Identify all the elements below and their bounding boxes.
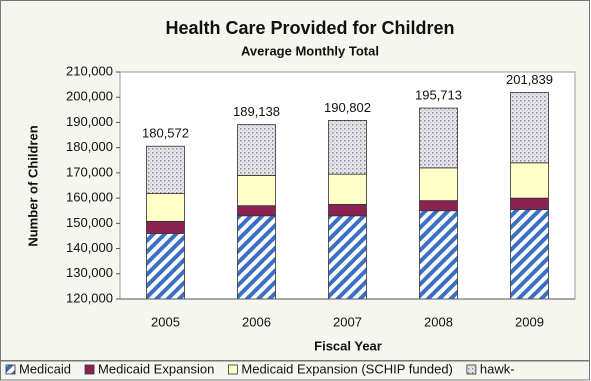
legend-swatch xyxy=(5,364,16,375)
chart-title: Health Care Provided for Children xyxy=(165,18,454,38)
x-tick-label: 2007 xyxy=(333,314,362,329)
x-tick-label: 2008 xyxy=(424,314,453,329)
bar-segment xyxy=(237,205,276,217)
bar-segment xyxy=(237,124,276,176)
bar-segment xyxy=(419,210,458,300)
bar-segment xyxy=(419,200,458,212)
y-tick-label: 180,000 xyxy=(66,139,113,154)
bar-segment xyxy=(419,167,458,202)
bar-segment xyxy=(237,215,276,300)
x-axis-label: Fiscal Year xyxy=(314,338,382,353)
bar-segment xyxy=(146,233,185,300)
bar-segment xyxy=(146,193,185,222)
bar-segment xyxy=(510,209,549,300)
bar-segment xyxy=(419,107,458,169)
legend-label: Medicaid xyxy=(19,361,71,376)
x-tick-label: 2009 xyxy=(515,314,544,329)
bar-segment xyxy=(328,215,367,300)
y-axis-label: Number of Children xyxy=(25,125,40,246)
x-tick-label: 2005 xyxy=(151,314,180,329)
total-label: 189,138 xyxy=(233,104,280,119)
bar-segment xyxy=(510,162,549,199)
y-tick-label: 140,000 xyxy=(66,240,113,255)
y-tick-label: 200,000 xyxy=(66,89,113,104)
y-tick-label: 120,000 xyxy=(66,290,113,305)
legend-label: Medicaid Expansion (SCHIP funded) xyxy=(241,361,453,376)
legend-frame xyxy=(0,360,590,381)
bar-segment xyxy=(328,173,367,205)
y-tick-label: 170,000 xyxy=(66,164,113,179)
bar-segment xyxy=(146,145,185,194)
y-tick-label: 130,000 xyxy=(66,265,113,280)
total-label: 195,713 xyxy=(415,87,462,102)
legend-swatch xyxy=(84,364,95,375)
y-tick-label: 210,000 xyxy=(66,63,113,78)
y-tick-label: 160,000 xyxy=(66,190,113,205)
legend-label: hawk- xyxy=(480,361,515,376)
legend-swatch xyxy=(227,364,238,375)
total-label: 180,572 xyxy=(142,126,189,141)
bar-segment xyxy=(146,220,185,234)
y-tick-label: 150,000 xyxy=(66,215,113,230)
chart-subtitle: Average Monthly Total xyxy=(241,43,379,58)
bar-segment xyxy=(328,204,367,217)
y-tick-label: 190,000 xyxy=(66,114,113,129)
bar-segment xyxy=(328,120,367,175)
x-tick-label: 2006 xyxy=(242,314,271,329)
bar-segment xyxy=(510,92,549,164)
total-label: 190,802 xyxy=(324,100,371,115)
legend-swatch xyxy=(466,364,477,375)
legend-label: Medicaid Expansion xyxy=(98,361,214,376)
bar-segment xyxy=(510,197,549,210)
total-label: 201,839 xyxy=(506,72,553,87)
bar-segment xyxy=(237,175,276,207)
